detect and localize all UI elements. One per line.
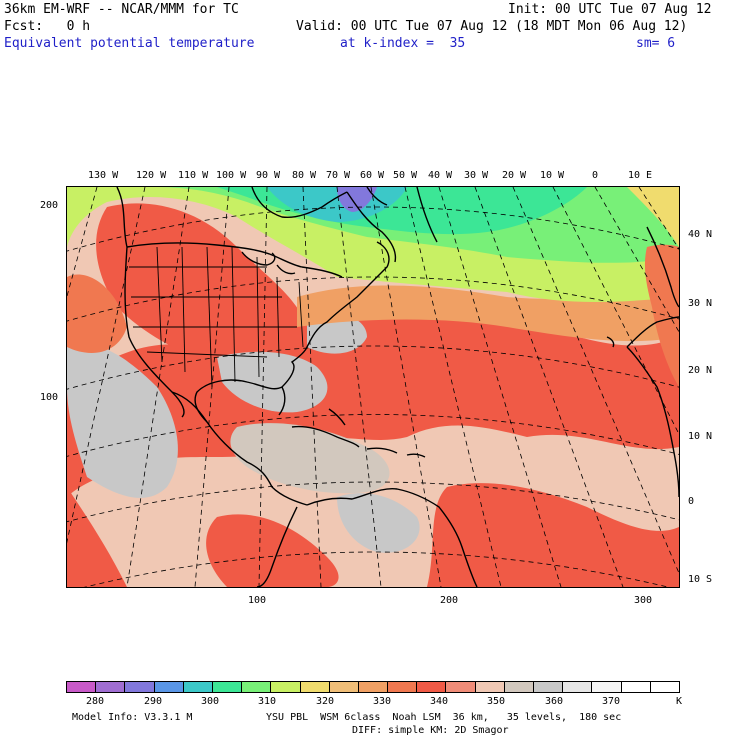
map-panel <box>66 186 680 588</box>
lat-label: 10 S <box>688 574 713 585</box>
theta-e-map <box>67 187 679 587</box>
lon-label: 0 <box>592 170 599 181</box>
colorbar-label: 360 <box>545 696 564 707</box>
colorbar-swatch <box>417 682 447 692</box>
colorbar-swatch <box>300 682 330 692</box>
lat-label: 0 <box>688 496 695 507</box>
valid-time: Valid: 00 UTC Tue 07 Aug 12 (18 MDT Mon … <box>296 19 688 34</box>
lon-label: 100 W <box>216 170 247 181</box>
colorbar-label: 290 <box>144 696 163 707</box>
lat-label: 20 N <box>688 365 713 376</box>
lat-label: 30 N <box>688 298 713 309</box>
colorbar-swatch <box>534 682 564 692</box>
colorbar-swatch <box>621 682 651 692</box>
state-borders <box>129 246 304 388</box>
field-335k-africa <box>644 244 679 387</box>
colorbar-label: 370 <box>602 696 621 707</box>
colorbar-label: 320 <box>316 696 335 707</box>
field-360k-caribbean <box>230 423 390 494</box>
lon-label: 30 W <box>464 170 489 181</box>
lon-label: 40 W <box>428 170 453 181</box>
colorbar-swatch <box>212 682 243 692</box>
grid-x-label: 300 <box>634 595 653 606</box>
lon-label: 80 W <box>292 170 317 181</box>
colorbar-swatch <box>446 682 476 692</box>
grid-y-label: 100 <box>40 392 59 403</box>
model-info: Model Info: V3.3.1 M <box>72 712 193 723</box>
forecast-hour: Fcst: 0 h <box>4 19 91 34</box>
colorbar-swatch <box>329 682 359 692</box>
lon-label: 60 W <box>360 170 385 181</box>
field-330k-band <box>297 282 679 342</box>
field-335k-west <box>67 274 127 353</box>
colorbar-label: 340 <box>430 696 449 707</box>
field-340k-sa <box>206 514 339 587</box>
field-340k-south <box>427 483 679 587</box>
lon-label: 50 W <box>393 170 418 181</box>
colorbar-label: 300 <box>201 696 220 707</box>
lon-label: 10 E <box>628 170 653 181</box>
colorbar-label: 280 <box>86 696 105 707</box>
lon-label: 120 W <box>136 170 167 181</box>
colorbar <box>66 681 680 693</box>
level-index: at k-index = 35 <box>340 36 466 51</box>
init-time: Init: 00 UTC Tue 07 Aug 12 <box>508 2 712 17</box>
colorbar-swatch <box>592 682 622 692</box>
field-340k-pacific <box>67 487 127 587</box>
lon-label: 110 W <box>178 170 209 181</box>
grid-x-label: 200 <box>440 595 459 606</box>
colorbar-swatch <box>504 682 534 692</box>
colorbar-units: K <box>676 696 683 707</box>
colorbar-label: 330 <box>373 696 392 707</box>
colorbar-swatch <box>475 682 505 692</box>
field-325k-europe <box>627 187 679 247</box>
lat-label: 10 N <box>688 431 713 442</box>
lon-label: 130 W <box>88 170 119 181</box>
lon-label: 10 W <box>540 170 565 181</box>
lon-label: 20 W <box>502 170 527 181</box>
colorbar-swatch <box>125 682 155 692</box>
field-340k-us <box>96 203 307 370</box>
colorbar-swatch <box>67 682 97 692</box>
grid-x-label: 100 <box>248 595 267 606</box>
field-360k-amazon <box>337 493 420 553</box>
lat-label: 40 N <box>688 229 713 240</box>
field-name: Equivalent potential temperature <box>4 36 255 51</box>
colorbar-swatch <box>358 682 389 692</box>
colorbar-swatch <box>563 682 593 692</box>
diffusion-info: DIFF: simple KM: 2D Smagor <box>352 725 509 736</box>
grid-y-label: 200 <box>40 200 59 211</box>
colorbar-swatch <box>271 682 301 692</box>
colorbar-swatch <box>650 682 679 692</box>
colorbar-swatch <box>154 682 184 692</box>
coastlines <box>116 187 679 587</box>
field-360k-gulf <box>217 351 328 413</box>
colorbar-swatch <box>96 682 126 692</box>
physics-info: YSU PBL WSM 6class Noah LSM 36 km, 35 le… <box>266 712 622 723</box>
colorbar-swatch <box>183 682 213 692</box>
lon-label: 70 W <box>326 170 351 181</box>
field-360k-east-pacific <box>67 344 178 498</box>
colorbar-label: 310 <box>258 696 277 707</box>
colorbar-swatch <box>388 682 418 692</box>
lon-label: 90 W <box>256 170 281 181</box>
smoothing-value: sm= 6 <box>636 36 676 51</box>
model-title: 36km EM-WRF -- NCAR/MMM for TC <box>4 2 239 17</box>
colorbar-swatch <box>242 682 272 692</box>
colorbar-label: 350 <box>487 696 506 707</box>
